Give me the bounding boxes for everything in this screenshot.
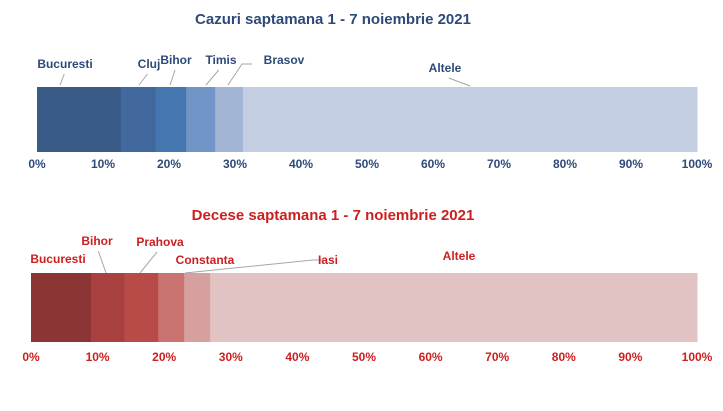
data-label: Timis <box>205 53 236 67</box>
bar-segment-cluj <box>120 87 157 152</box>
bar-segment-prahova <box>124 273 159 342</box>
bar-segment-altele <box>210 273 698 342</box>
leader-line <box>169 69 176 86</box>
x-tick-label: 10% <box>86 350 110 364</box>
leader-line <box>59 73 65 86</box>
data-label: Iasi <box>318 253 338 267</box>
x-tick-label: 30% <box>219 350 243 364</box>
bar-segment-bucuresti <box>31 273 92 342</box>
leader-line <box>139 251 158 274</box>
x-tick-label: 50% <box>355 157 379 171</box>
bar-segment-constanta <box>158 273 185 342</box>
x-tick-label: 80% <box>553 157 577 171</box>
bar-segment-bucuresti <box>37 87 122 152</box>
leader-line <box>138 73 148 86</box>
data-label: Bucuresti <box>37 57 92 71</box>
x-tick-label: 100% <box>682 157 713 171</box>
bar-segment-altele <box>242 87 698 152</box>
x-tick-label: 60% <box>419 350 443 364</box>
x-tick-label: 100% <box>682 350 713 364</box>
x-tick-label: 70% <box>487 157 511 171</box>
x-tick-label: 0% <box>28 157 46 171</box>
leader-line <box>184 259 323 274</box>
leader-line <box>97 250 107 274</box>
leader-line <box>205 69 220 86</box>
data-label: Bucuresti <box>30 252 85 266</box>
chart-title: Cazuri saptamana 1 - 7 noiembrie 2021 <box>195 11 471 28</box>
bar-segment-iasi <box>184 273 211 342</box>
data-label: Altele <box>429 61 462 75</box>
leader-line <box>227 63 252 86</box>
data-label: Prahova <box>136 235 184 249</box>
data-label: Bihor <box>81 234 113 248</box>
bar-segment-timis <box>186 87 216 152</box>
x-tick-label: 20% <box>152 350 176 364</box>
chart-0: Cazuri saptamana 1 - 7 noiembrie 2021 Buc… <box>28 11 712 171</box>
x-tick-label: 60% <box>421 157 445 171</box>
bar-segment-bihor <box>90 273 125 342</box>
x-tick-label: 30% <box>223 157 247 171</box>
chart-1: Decese saptamana 1 - 7 noiembrie 2021 Buc… <box>22 207 712 364</box>
x-tick-label: 80% <box>552 350 576 364</box>
data-label: Altele <box>443 249 476 263</box>
x-tick-label: 90% <box>619 157 643 171</box>
x-tick-label: 0% <box>22 350 40 364</box>
bar-segment-bihor <box>155 87 187 152</box>
x-tick-label: 50% <box>352 350 376 364</box>
bar-segment-brasov <box>215 87 244 152</box>
x-tick-label: 10% <box>91 157 115 171</box>
x-tick-label: 20% <box>157 157 181 171</box>
data-label: Brasov <box>264 53 305 67</box>
x-tick-label: 40% <box>289 157 313 171</box>
data-label: Constanta <box>176 253 235 267</box>
x-tick-label: 70% <box>485 350 509 364</box>
leader-line <box>448 77 471 87</box>
data-label: Cluj <box>138 57 161 71</box>
data-label: Bihor <box>160 53 192 67</box>
x-tick-label: 90% <box>618 350 642 364</box>
chart-title: Decese saptamana 1 - 7 noiembrie 2021 <box>192 207 475 224</box>
x-tick-label: 40% <box>285 350 309 364</box>
